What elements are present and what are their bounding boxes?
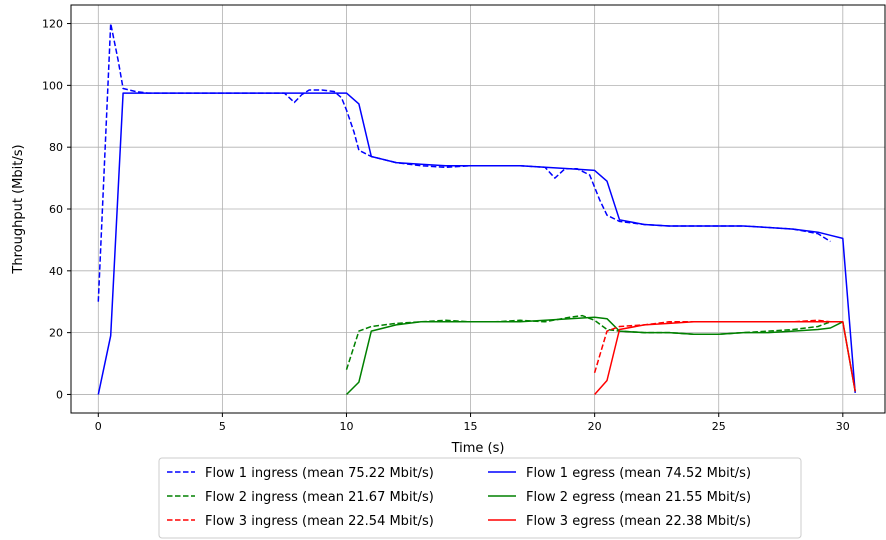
x-tick-label: 0 <box>95 420 102 433</box>
y-tick-label: 0 <box>56 388 63 401</box>
y-tick-label: 20 <box>49 327 63 340</box>
legend-entry-label: Flow 1 egress (mean 74.52 Mbit/s) <box>526 466 751 481</box>
legend: Flow 1 ingress (mean 75.22 Mbit/s) Flow 2… <box>158 457 802 539</box>
series-line-1 <box>97 22 831 302</box>
legend-box <box>158 457 802 539</box>
y-tick-label: 40 <box>49 265 63 278</box>
plot-series <box>97 22 856 396</box>
legend-entry-label: Flow 3 ingress (mean 22.54 Mbit/s) <box>205 514 434 529</box>
grid <box>71 5 885 413</box>
y-tick-label: 60 <box>49 203 63 216</box>
y-tick-label: 120 <box>42 18 63 31</box>
legend-entry-label: Flow 3 egress (mean 22.38 Mbit/s) <box>526 514 751 529</box>
x-tick-label: 5 <box>219 420 226 433</box>
series-line-3 <box>345 314 831 370</box>
x-tick-label: 15 <box>464 420 478 433</box>
x-tick-label: 20 <box>588 420 602 433</box>
series-line-6 <box>594 321 856 395</box>
legend-entry-label: Flow 2 ingress (mean 21.67 Mbit/s) <box>205 490 434 505</box>
series-line-2 <box>97 92 856 395</box>
series-line-4 <box>345 316 856 396</box>
x-axis-label: Time (s) <box>451 441 505 456</box>
legend-entry-label: Flow 2 egress (mean 21.55 Mbit/s) <box>526 490 751 505</box>
x-tick-label: 30 <box>836 420 850 433</box>
axis-ticks: 0 5 10 15 20 25 30 0 20 40 60 80 100 120 <box>42 18 850 433</box>
x-tick-label: 10 <box>339 420 353 433</box>
y-tick-label: 100 <box>42 79 63 92</box>
x-tick-label: 25 <box>712 420 726 433</box>
legend-entry-label: Flow 1 ingress (mean 75.22 Mbit/s) <box>205 466 434 481</box>
y-tick-label: 80 <box>49 141 63 154</box>
y-axis-label: Throughput (Mbit/s) <box>11 144 26 274</box>
